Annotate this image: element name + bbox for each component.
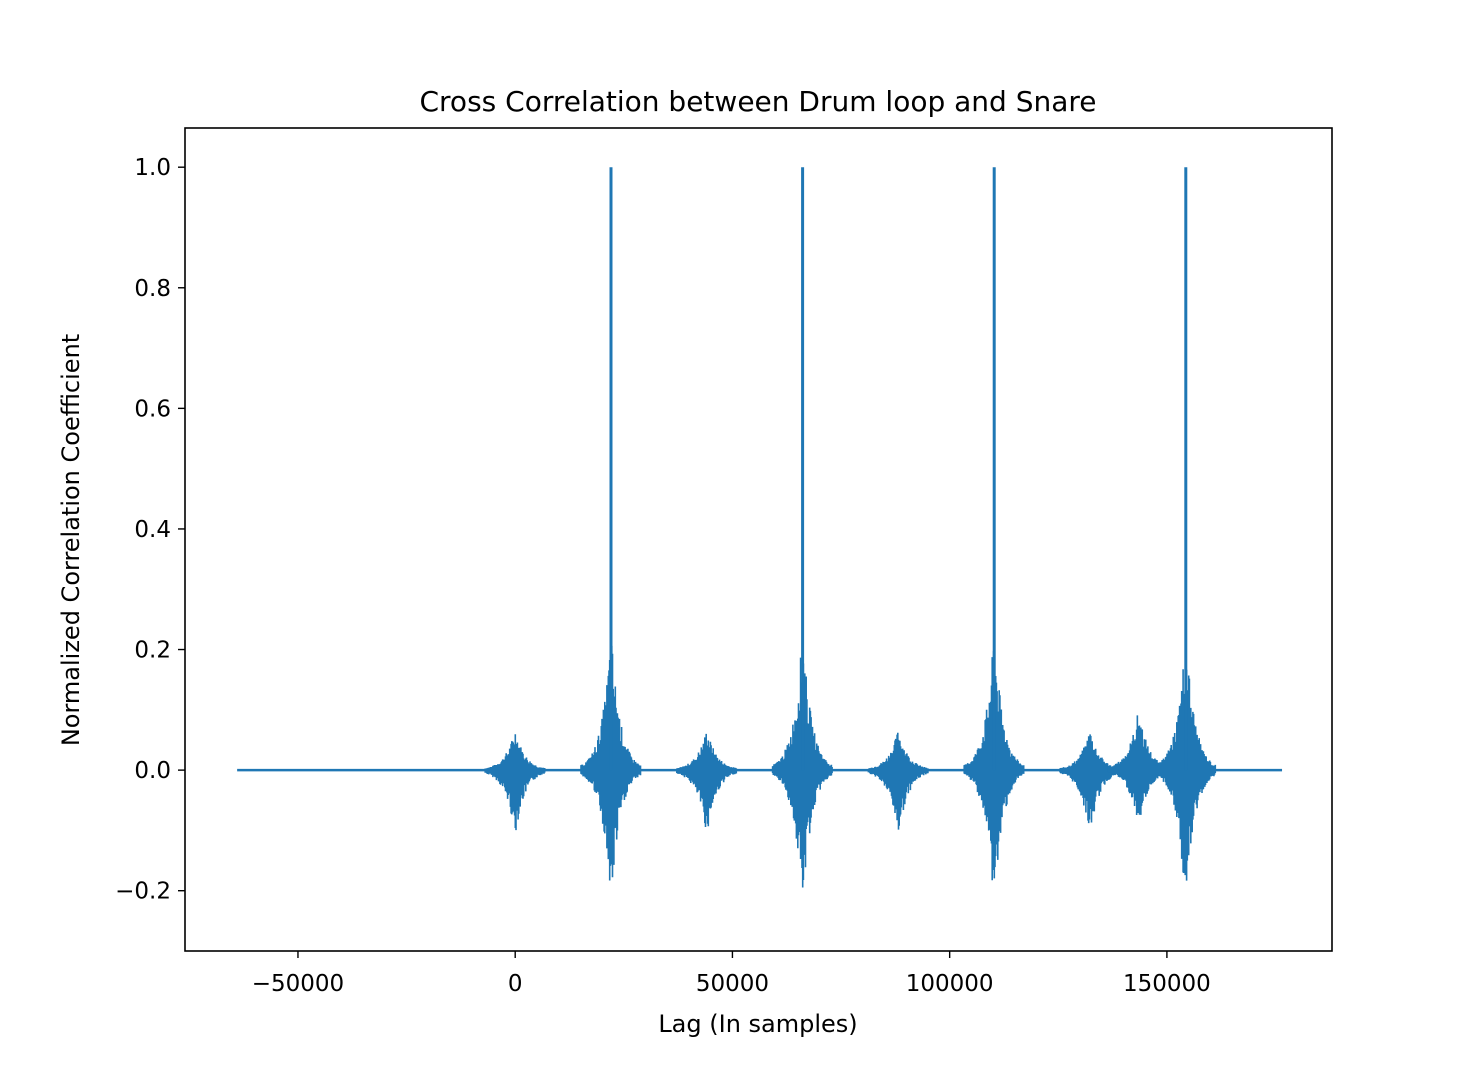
y-tick-label: 0.2: [134, 638, 171, 664]
peak-burst-1-waveform: [771, 657, 833, 888]
y-axis-label: Normalized Correlation Coefficient: [57, 334, 85, 746]
y-tick-label: 0.0: [134, 758, 171, 784]
peak-burst-3-waveform: [1155, 654, 1217, 881]
chart-title: Cross Correlation between Drum loop and …: [419, 85, 1096, 118]
x-tick-label: 50000: [696, 971, 769, 997]
y-axis: −0.2 0.0 0.2 0.4 0.6 0.8 1.0: [115, 155, 185, 905]
axes-frame: [184, 127, 1333, 952]
minor-burst-1: [676, 733, 738, 827]
minor-burst-0: [484, 734, 546, 831]
x-tick-label: 150000: [1123, 971, 1211, 997]
x-tick-label: −50000: [252, 971, 344, 997]
minor-burst-1-waveform: [676, 733, 738, 827]
peak-burst-2-waveform: [963, 651, 1025, 881]
plot-area: [237, 167, 1283, 888]
y-tick-label: −0.2: [115, 879, 171, 905]
minor-burst-2: [867, 732, 929, 830]
x-axis-label: Lag (In samples): [658, 1010, 857, 1038]
x-axis: −50000 0 50000 100000 150000: [252, 951, 1211, 997]
y-tick-label: 0.6: [134, 396, 171, 422]
peak-burst-0-waveform: [580, 642, 642, 881]
y-tick-label: 1.0: [134, 155, 171, 181]
y-tick-label: 0.8: [134, 276, 171, 302]
peak-burst-2: [963, 651, 1025, 881]
minor-burst-0-waveform: [484, 734, 546, 831]
peak-burst-1: [771, 657, 833, 888]
x-tick-label: 0: [508, 971, 523, 997]
peak-burst-3: [1155, 654, 1217, 881]
peak-burst-0: [580, 642, 642, 881]
y-tick-label: 0.4: [134, 517, 171, 543]
minor-burst-2-waveform: [867, 732, 929, 830]
x-tick-label: 100000: [906, 971, 994, 997]
